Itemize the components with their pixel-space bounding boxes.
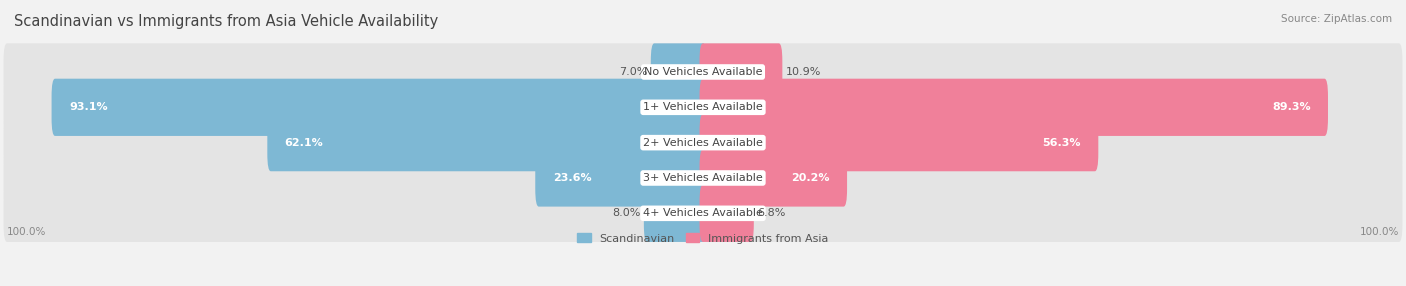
Text: 20.2%: 20.2% — [792, 173, 830, 183]
FancyBboxPatch shape — [700, 79, 1329, 136]
Text: 3+ Vehicles Available: 3+ Vehicles Available — [643, 173, 763, 183]
Text: 23.6%: 23.6% — [553, 173, 592, 183]
Text: 4+ Vehicles Available: 4+ Vehicles Available — [643, 208, 763, 218]
FancyBboxPatch shape — [267, 114, 706, 171]
Text: 93.1%: 93.1% — [69, 102, 108, 112]
FancyBboxPatch shape — [4, 79, 706, 136]
FancyBboxPatch shape — [4, 114, 706, 171]
FancyBboxPatch shape — [7, 164, 1399, 192]
FancyBboxPatch shape — [700, 114, 1098, 171]
Text: 6.8%: 6.8% — [758, 208, 786, 218]
Text: 10.9%: 10.9% — [786, 67, 821, 77]
FancyBboxPatch shape — [7, 129, 1399, 156]
FancyBboxPatch shape — [52, 79, 706, 136]
Text: 2+ Vehicles Available: 2+ Vehicles Available — [643, 138, 763, 148]
Text: 62.1%: 62.1% — [285, 138, 323, 148]
FancyBboxPatch shape — [700, 43, 782, 101]
Text: 1+ Vehicles Available: 1+ Vehicles Available — [643, 102, 763, 112]
FancyBboxPatch shape — [536, 149, 706, 206]
Text: No Vehicles Available: No Vehicles Available — [644, 67, 762, 77]
Text: Scandinavian vs Immigrants from Asia Vehicle Availability: Scandinavian vs Immigrants from Asia Veh… — [14, 14, 439, 29]
Text: Source: ZipAtlas.com: Source: ZipAtlas.com — [1281, 14, 1392, 24]
Text: 100.0%: 100.0% — [7, 227, 46, 237]
Text: 56.3%: 56.3% — [1042, 138, 1081, 148]
Legend: Scandinavian, Immigrants from Asia: Scandinavian, Immigrants from Asia — [578, 233, 828, 244]
FancyBboxPatch shape — [700, 149, 846, 206]
FancyBboxPatch shape — [651, 43, 706, 101]
FancyBboxPatch shape — [4, 185, 706, 242]
FancyBboxPatch shape — [700, 185, 1402, 242]
FancyBboxPatch shape — [700, 79, 1402, 136]
FancyBboxPatch shape — [700, 43, 1402, 101]
Text: 100.0%: 100.0% — [1360, 227, 1399, 237]
FancyBboxPatch shape — [7, 94, 1399, 121]
FancyBboxPatch shape — [4, 149, 706, 206]
FancyBboxPatch shape — [7, 200, 1399, 227]
Text: 89.3%: 89.3% — [1272, 102, 1310, 112]
Text: 8.0%: 8.0% — [612, 208, 640, 218]
FancyBboxPatch shape — [700, 149, 1402, 206]
FancyBboxPatch shape — [700, 185, 754, 242]
Text: 7.0%: 7.0% — [619, 67, 647, 77]
FancyBboxPatch shape — [644, 185, 706, 242]
FancyBboxPatch shape — [700, 114, 1402, 171]
FancyBboxPatch shape — [7, 58, 1399, 86]
FancyBboxPatch shape — [4, 43, 706, 101]
